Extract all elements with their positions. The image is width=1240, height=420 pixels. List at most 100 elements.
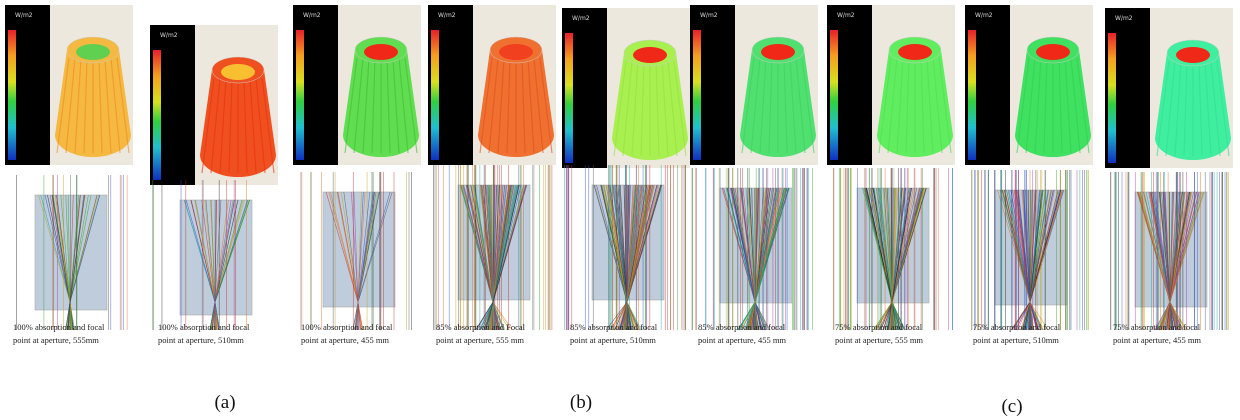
- caption-line: 100% absorption and focal: [301, 322, 393, 332]
- caption-line: 75% absorption and focal: [973, 322, 1061, 332]
- ray: [609, 184, 628, 303]
- ray: [891, 187, 899, 303]
- ray: [741, 301, 756, 331]
- ray: [492, 301, 500, 331]
- colorbar: [1108, 33, 1116, 163]
- ray: [69, 301, 73, 331]
- receiver-stripe: [667, 60, 678, 157]
- ray: [1169, 191, 1194, 303]
- ray: [325, 191, 359, 303]
- ray: [1169, 301, 1181, 331]
- panel: W/m2 100% absorption and focal point at ap…: [150, 25, 278, 345]
- caption-line: point at aperture, 510mm: [570, 335, 656, 345]
- panel: W/m2 85% absorption and focal point at ape…: [562, 8, 690, 345]
- ray: [492, 184, 496, 303]
- ray: [209, 301, 216, 331]
- receiver-stripe: [920, 57, 925, 154]
- receiver-stripe: [228, 77, 233, 174]
- ray: [884, 301, 893, 331]
- ray: [201, 199, 216, 303]
- ray: [492, 184, 510, 303]
- receiver-stripe: [1165, 60, 1176, 157]
- ray: [619, 184, 628, 303]
- ray: [754, 301, 758, 331]
- ray: [887, 301, 893, 331]
- receiver-stripe: [65, 57, 76, 154]
- ray: [54, 194, 71, 303]
- ray: [214, 199, 217, 303]
- colorbar: [565, 33, 573, 163]
- ray: [1169, 301, 1184, 331]
- caption-line: point at aperture, 455 mm: [1113, 335, 1201, 345]
- receiver-stripe: [98, 57, 103, 154]
- colorbar-unit: W/m2: [160, 32, 178, 39]
- ray: [1020, 301, 1031, 331]
- ray: [69, 194, 92, 303]
- ray: [1028, 189, 1031, 303]
- receiver-inner: [1036, 44, 1070, 60]
- receiver-stripe: [344, 57, 358, 154]
- receiver-inner: [898, 44, 932, 60]
- receiver-stripe: [1204, 60, 1212, 157]
- ray: [47, 194, 71, 303]
- ray: [52, 194, 71, 303]
- ray: [1169, 301, 1174, 331]
- ray: [603, 184, 628, 303]
- ray: [44, 194, 71, 303]
- receiver-inner: [221, 64, 255, 80]
- ray: [754, 301, 763, 331]
- ray: [40, 194, 71, 303]
- ray: [1015, 189, 1031, 303]
- caption-line: point at aperture, 510mm: [973, 335, 1059, 345]
- panel: W/m2 75% absorption and focal point at ape…: [965, 5, 1093, 345]
- ray: [1007, 189, 1031, 303]
- colorbar-unit: W/m2: [975, 12, 993, 19]
- ray: [1029, 189, 1061, 303]
- ray: [890, 301, 893, 331]
- receiver-stripe: [938, 57, 952, 154]
- panel: W/m2 75% absorption and focal point at ape…: [1105, 8, 1233, 345]
- ray: [492, 301, 513, 331]
- receiver-stripe: [404, 57, 418, 154]
- receiver-stripe: [1025, 57, 1036, 154]
- receiver-stripe: [932, 57, 943, 154]
- receiver-stripe: [905, 57, 910, 154]
- ray: [754, 301, 766, 331]
- ray: [357, 191, 375, 303]
- receiver-stripe: [631, 60, 639, 157]
- ray: [626, 184, 630, 303]
- ray: [67, 194, 71, 303]
- ray: [1169, 191, 1192, 303]
- receiver-stripe: [750, 57, 761, 154]
- ray: [1145, 191, 1171, 303]
- receiver-stripe: [1064, 57, 1072, 154]
- ray: [65, 194, 71, 303]
- receiver-inner: [761, 44, 795, 60]
- ray: [746, 301, 756, 331]
- caption-line: point at aperture, 555 mm: [835, 335, 923, 345]
- receiver-stripe: [261, 77, 275, 174]
- receiver-stripe: [1043, 57, 1048, 154]
- ray: [1029, 189, 1036, 303]
- receiver-stripe: [1216, 60, 1230, 157]
- colorbar: [431, 30, 439, 160]
- ray: [69, 194, 81, 303]
- receiver-stripe: [386, 57, 391, 154]
- panel: W/m2 100% absorption and focal point at ap…: [293, 5, 421, 345]
- ray: [626, 184, 648, 303]
- receiver-stripe: [926, 57, 934, 154]
- ray: [1169, 191, 1181, 303]
- receiver-stripe: [479, 57, 493, 154]
- panel: W/m2 75% absorption and focal point at ape…: [827, 5, 955, 345]
- ray: [1169, 191, 1205, 303]
- caption-line: point at aperture, 455 mm: [301, 335, 389, 345]
- ray: [351, 191, 359, 303]
- ray: [1140, 191, 1171, 303]
- ray: [605, 184, 628, 303]
- receiver-stripe: [661, 60, 669, 157]
- ray: [626, 184, 640, 303]
- ray: [492, 301, 496, 331]
- colorbar-unit: W/m2: [438, 12, 456, 19]
- ray: [65, 301, 71, 331]
- ray: [878, 301, 893, 331]
